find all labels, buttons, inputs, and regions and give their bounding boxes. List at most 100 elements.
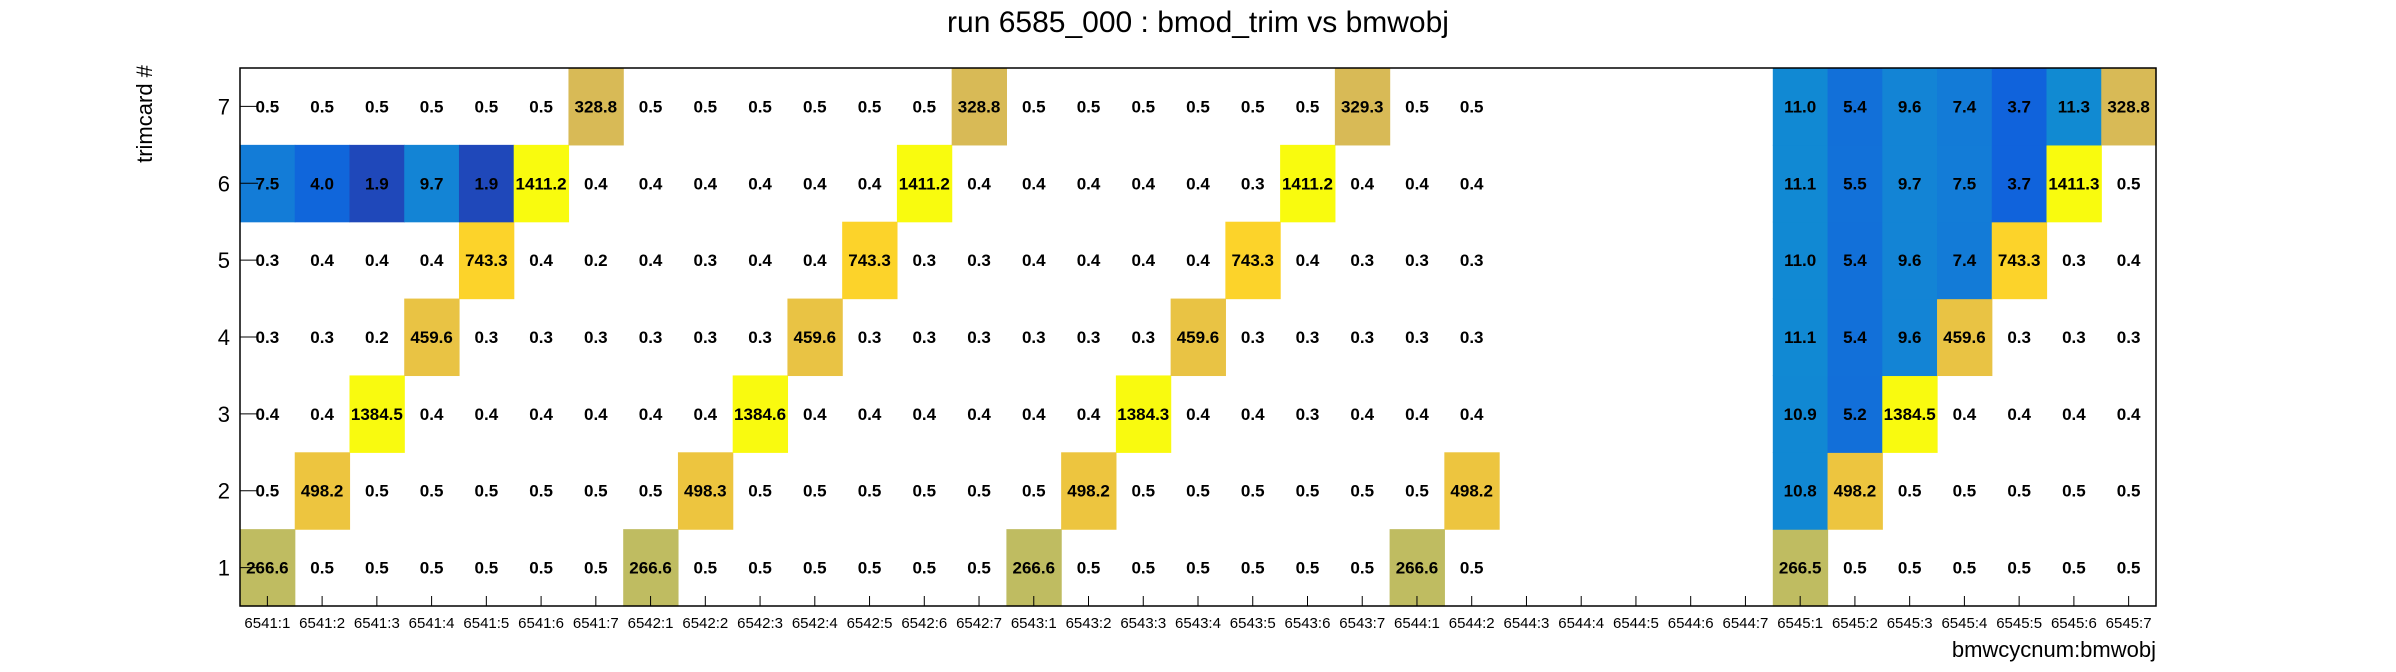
heatmap-cell xyxy=(1772,298,1829,377)
cell-value-label: 0.3 xyxy=(693,251,717,270)
cell-value-label: 0.5 xyxy=(310,97,334,116)
cell-value-label: 743.3 xyxy=(465,251,508,270)
cell-value-label: 0.5 xyxy=(420,482,444,501)
cell-value-label: 0.3 xyxy=(912,328,936,347)
cell-value-label: 0.3 xyxy=(2007,328,2031,347)
cell-value-label: 0.5 xyxy=(365,482,389,501)
heatmap-cell xyxy=(458,144,515,223)
heatmap-cell xyxy=(1006,529,1062,607)
cell-value-label: 0.5 xyxy=(1296,482,1320,501)
heatmap-cell xyxy=(1882,68,1938,146)
x-axis-title: bmwcycnum:bmwobj xyxy=(1952,637,2156,662)
cell-value-label: 0.4 xyxy=(1953,405,1977,424)
cell-value-label: 0.4 xyxy=(803,405,827,424)
cell-value-label: 0.5 xyxy=(1898,482,1922,501)
cell-value-label: 0.5 xyxy=(1405,482,1429,501)
heatmap-cell xyxy=(1827,452,1883,530)
cell-value-label: 0.4 xyxy=(1131,251,1155,270)
cell-value-label: 0.3 xyxy=(858,328,882,347)
heatmap-cell xyxy=(1115,375,1172,453)
x-tick-label: 6543:7 xyxy=(1339,615,1385,632)
cell-value-label: 9.6 xyxy=(1898,328,1922,347)
cell-value-label: 0.4 xyxy=(529,405,553,424)
heatmap-cells xyxy=(240,68,2157,607)
heatmap-cell xyxy=(1882,298,1938,377)
y-tick-label: 6 xyxy=(218,171,230,196)
cell-value-label: 0.4 xyxy=(803,174,827,193)
heatmap-cell xyxy=(1772,221,1829,300)
cell-value-label: 1.9 xyxy=(475,174,499,193)
cell-value-label: 0.4 xyxy=(420,405,444,424)
heatmap-cell xyxy=(2101,68,2157,146)
cell-value-label: 0.4 xyxy=(639,174,663,193)
cell-value-label: 0.4 xyxy=(1350,405,1374,424)
cell-value-label: 0.3 xyxy=(693,328,717,347)
x-tick-label: 6543:4 xyxy=(1175,615,1221,632)
cell-value-label: 0.3 xyxy=(748,328,772,347)
cell-value-label: 1411.2 xyxy=(516,174,567,193)
cell-value-label: 0.3 xyxy=(1460,251,1484,270)
cell-value-labels: 266.6 0.5 0.5 0.5 0.5 0.5 0.5 266.6 0.5 0.5 0.5 0.5… xyxy=(246,97,2150,577)
cell-value-label: 0.3 xyxy=(1241,174,1265,193)
heatmap-cell xyxy=(349,144,405,223)
cell-value-label: 0.5 xyxy=(1022,482,1046,501)
heatmap-cell xyxy=(2046,68,2102,146)
cell-value-label: 0.5 xyxy=(693,559,717,578)
cell-value-label: 0.3 xyxy=(256,251,280,270)
cell-value-label: 0.4 xyxy=(475,405,499,424)
cell-value-label: 0.5 xyxy=(912,482,936,501)
cell-value-label: 9.6 xyxy=(1898,251,1922,270)
heatmap-cell xyxy=(1937,298,1993,377)
x-tick-label: 6544:5 xyxy=(1613,615,1659,632)
cell-value-label: 0.5 xyxy=(858,559,882,578)
heatmap-cell xyxy=(1827,68,1883,146)
x-tick-label: 6545:2 xyxy=(1832,615,1878,632)
cell-value-label: 0.5 xyxy=(803,97,827,116)
cell-value-label: 0.4 xyxy=(1405,405,1429,424)
cell-value-label: 0.4 xyxy=(256,405,280,424)
cell-value-label: 0.4 xyxy=(1186,174,1210,193)
x-tick-label: 6541:1 xyxy=(244,615,290,632)
x-tick-label: 6542:2 xyxy=(682,615,728,632)
cell-value-label: 0.4 xyxy=(1460,174,1484,193)
cell-value-label: 0.4 xyxy=(967,174,991,193)
cell-value-label: 0.4 xyxy=(1022,251,1046,270)
cell-value-label: 0.4 xyxy=(1077,405,1101,424)
cell-value-label: 0.4 xyxy=(748,251,772,270)
cell-value-label: 0.5 xyxy=(858,97,882,116)
cell-value-label: 3.7 xyxy=(2007,97,2031,116)
cell-value-label: 266.6 xyxy=(629,559,672,578)
cell-value-label: 0.5 xyxy=(310,559,334,578)
cell-value-label: 459.6 xyxy=(794,328,837,347)
cell-value-label: 0.4 xyxy=(584,405,608,424)
x-tick-label: 6545:5 xyxy=(1996,615,2042,632)
cell-value-label: 743.3 xyxy=(1998,251,2041,270)
heatmap-cell xyxy=(404,298,460,377)
cell-value-label: 0.5 xyxy=(1405,97,1429,116)
cell-value-label: 328.8 xyxy=(575,97,618,116)
cell-value-label: 0.5 xyxy=(693,97,717,116)
cell-value-label: 0.2 xyxy=(584,251,608,270)
cell-value-label: 0.5 xyxy=(1241,97,1265,116)
cell-value-label: 0.4 xyxy=(967,405,991,424)
cell-value-label: 5.4 xyxy=(1843,97,1867,116)
cell-value-label: 0.4 xyxy=(2062,405,2086,424)
heatmap-cell xyxy=(732,375,789,453)
cell-value-label: 7.4 xyxy=(1953,97,1977,116)
cell-value-label: 0.4 xyxy=(420,251,444,270)
heatmap-cell xyxy=(1937,144,1993,223)
heatmap-cell xyxy=(1772,529,1829,607)
cell-value-label: 0.3 xyxy=(1405,251,1429,270)
cell-value-label: 459.6 xyxy=(410,328,453,347)
cell-value-label: 743.3 xyxy=(1231,251,1274,270)
cell-value-label: 9.7 xyxy=(420,174,444,193)
heatmap-cell xyxy=(1772,144,1829,223)
cell-value-label: 0.4 xyxy=(1077,174,1101,193)
cell-value-label: 743.3 xyxy=(848,251,891,270)
cell-value-label: 0.4 xyxy=(639,251,663,270)
cell-value-label: 0.4 xyxy=(693,174,717,193)
cell-value-label: 0.4 xyxy=(2117,405,2141,424)
cell-value-label: 11.3 xyxy=(2058,97,2090,116)
heatmap-cell xyxy=(1772,68,1829,146)
